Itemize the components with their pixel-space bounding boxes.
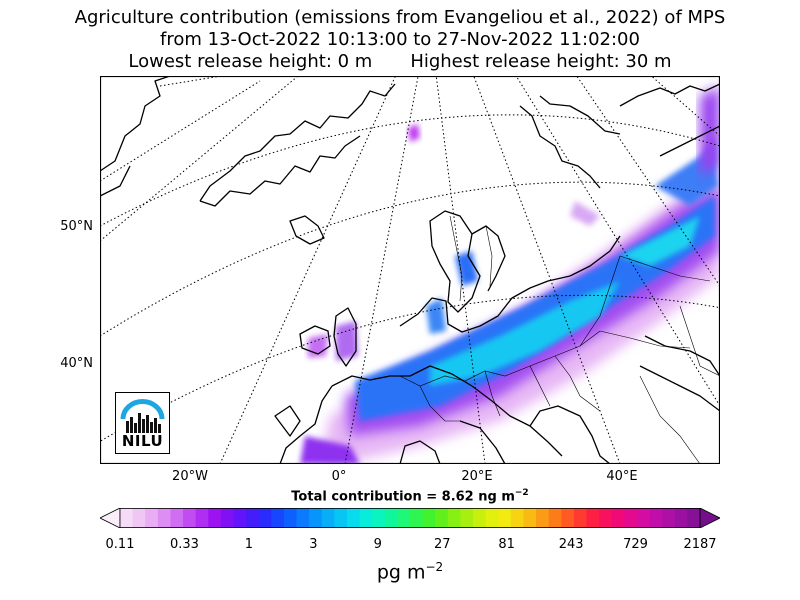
colorbar-tick-label: 0.11 [105, 537, 135, 552]
colorbar-tick-label: 243 [558, 537, 584, 552]
colorbar-segment [687, 508, 701, 528]
colorbar-segment [624, 508, 638, 528]
colorbar-unit-text: pg m [376, 561, 426, 584]
nilu-logo: NILU [115, 392, 170, 454]
colorbar-segment [636, 508, 651, 528]
lat-label-50n: 50°N [60, 219, 93, 234]
colorbar-segment [334, 508, 348, 528]
colorbar-segment [145, 508, 159, 528]
colorbar-segment [258, 508, 272, 528]
colorbar-segment [359, 508, 373, 528]
colorbar-tick-label: 2187 [683, 537, 717, 552]
colorbar-segment [183, 508, 197, 528]
colorbar-segment [384, 508, 398, 528]
colorbar-segment [220, 508, 235, 528]
colorbar-tick-label: 1 [244, 537, 254, 552]
total-contribution-exponent: −2 [514, 488, 529, 498]
time-range-subtitle: from 13-Oct-2022 10:13:00 to 27-Nov-2022… [160, 29, 640, 50]
colorbar-segment [132, 508, 146, 528]
colorbar-tick-label: 0.33 [169, 537, 199, 552]
colorbar-segment [447, 508, 462, 528]
lowest-release-height: Lowest release height: 0 m [128, 51, 373, 72]
map-plot [100, 76, 720, 464]
country-borders [399, 215, 720, 464]
coastlines [100, 76, 720, 464]
colorbar-segment [460, 508, 474, 528]
colorbar-segment [586, 508, 600, 528]
nilu-logo-text: NILU [121, 432, 164, 450]
colorbar-segment [283, 508, 298, 528]
colorbar-extend-max [699, 508, 720, 528]
colorbar-tick-label: 3 [309, 537, 318, 552]
colorbar-tick-label: 81 [498, 537, 515, 552]
colorbar [100, 508, 720, 528]
colorbar-segment [346, 508, 361, 528]
total-contribution-text: Total contribution = 8.62 ng m [291, 489, 515, 505]
colorbar-segment [271, 508, 285, 528]
colorbar-segment [208, 508, 222, 528]
colorbar-segment [649, 508, 663, 528]
colorbar-unit-exponent: −2 [425, 560, 444, 574]
colorbar-segment [246, 508, 260, 528]
colorbar-segment [309, 508, 323, 528]
lat-label-40n: 40°N [60, 356, 93, 371]
colorbar-segment [510, 508, 525, 528]
colorbar-tick-label: 9 [373, 537, 382, 552]
colorbar-segment [662, 508, 676, 528]
colorbar-segment [548, 508, 562, 528]
colorbar-segment [611, 508, 625, 528]
release-height-subtitle: Lowest release height: 0 m Highest releas… [0, 51, 800, 72]
nilu-logo-icon [120, 399, 165, 433]
colorbar-segment [296, 508, 310, 528]
colorbar-segment [321, 508, 335, 528]
colorbar-segment [523, 508, 537, 528]
colorbar-segment [435, 508, 449, 528]
colorbar-extend-min [100, 508, 121, 528]
highest-release-height: Highest release height: 30 m [410, 51, 672, 72]
colorbar-tick-label: 27 [433, 537, 451, 552]
total-contribution: Total contribution = 8.62 ng m−2 [0, 488, 800, 504]
colorbar-segment [120, 508, 134, 528]
colorbar-segment [410, 508, 424, 528]
colorbar-segment [599, 508, 613, 528]
colorbar-segment [195, 508, 209, 528]
colorbar-segment [498, 508, 512, 528]
colorbar-segment [561, 508, 575, 528]
colorbar-segment [485, 508, 499, 528]
colorbar-segment [674, 508, 688, 528]
colorbar-outline [119, 508, 701, 528]
colorbar-tick-label: 729 [623, 537, 648, 552]
colorbar-segment [397, 508, 411, 528]
colorbar-segment [157, 508, 172, 528]
colorbar-segment [372, 508, 386, 528]
lon-label-20w: 20°W [172, 469, 208, 484]
colorbar-unit: pg m−2 [0, 560, 800, 583]
colorbar-segment [573, 508, 588, 528]
lon-label-20e: 20°E [461, 469, 493, 484]
colorbar-segment [170, 508, 184, 528]
chart-title: Agriculture contribution (emissions from… [74, 7, 726, 28]
colorbar-segment [536, 508, 550, 528]
lon-label-0: 0° [331, 469, 347, 484]
colorbar-segment [473, 508, 487, 528]
lon-label-40e: 40°E [606, 469, 638, 484]
colorbar-segment [422, 508, 436, 528]
colorbar-segment [233, 508, 247, 528]
